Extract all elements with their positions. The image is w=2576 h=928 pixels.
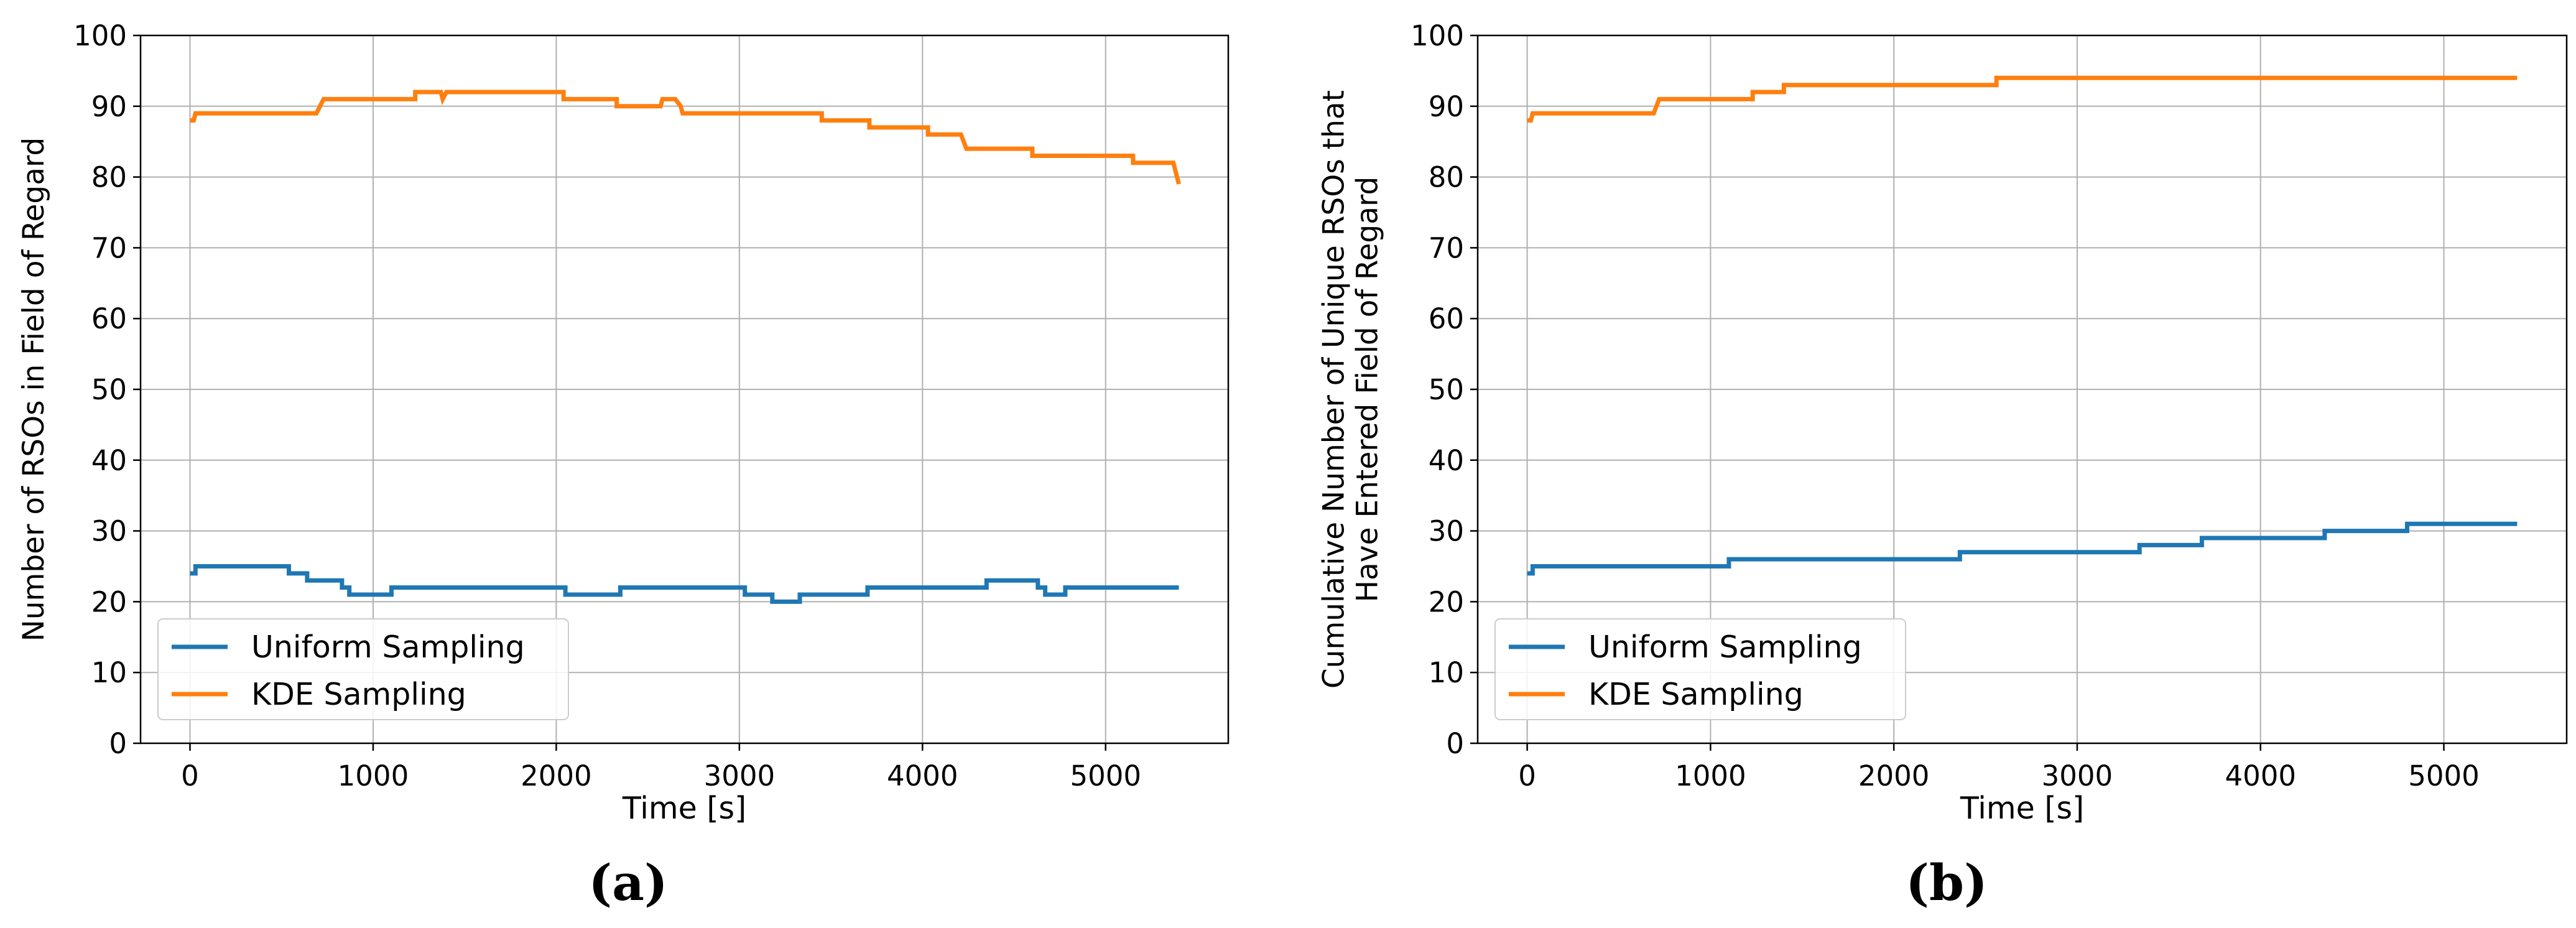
chart-panel-a: 0 1000 2000 3000 4000 5000 0 10 20 30 40 50 60 70 80 90… (17, 19, 1230, 826)
x-tick-label: 5000 (1070, 759, 1141, 792)
y-tick-label: 40 (1429, 444, 1464, 477)
y-tick-label: 90 (91, 90, 127, 123)
y-tick-label: 70 (1429, 231, 1464, 264)
y-tick-label: 50 (1429, 373, 1464, 406)
x-axis-label: Time [s] (1960, 791, 2084, 826)
x-tick-label: 1000 (338, 759, 409, 792)
y-axis-label: Number of RSOs in Field of Regard (17, 137, 51, 642)
y-tick-label: 40 (91, 444, 127, 477)
y-tick-label: 20 (91, 585, 127, 618)
legend-label: Uniform Sampling (1588, 629, 1862, 665)
y-tick-label: 10 (1429, 656, 1464, 689)
y-axis-label: Cumulative Number of Unique RSOs thatHav… (1317, 90, 1385, 689)
x-tick-label: 4000 (887, 759, 958, 792)
x-tick-label: 0 (181, 759, 199, 792)
legend-box (1494, 618, 1906, 720)
legend-box (157, 618, 569, 720)
legend-label: Uniform Sampling (251, 629, 525, 665)
caption-b: (b) (1906, 853, 1988, 912)
y-axis-label-line: Have Entered Field of Regard (1351, 177, 1385, 603)
x-tick-label: 3000 (704, 759, 776, 792)
y-tick-label: 80 (91, 161, 127, 194)
x-tick-label: 4000 (2225, 759, 2296, 792)
y-tick-label: 60 (1429, 302, 1464, 335)
caption-a: (a) (588, 853, 668, 912)
x-tick-label: 0 (1518, 759, 1536, 792)
x-tick-label: 2000 (521, 759, 592, 792)
series-line-uniform-sampling (190, 564, 1179, 604)
y-tick-label: 60 (91, 302, 127, 335)
y-tick-label: 0 (109, 727, 127, 760)
x-tick-label: 2000 (1858, 759, 1930, 792)
y-tick-label: 90 (1429, 90, 1464, 123)
y-tick-label: 10 (91, 656, 127, 689)
legend-label: KDE Sampling (1588, 677, 1804, 712)
chart-panel-b: 0 1000 2000 3000 4000 5000 0 10 20 30 40 50 60 70 80 90… (1317, 19, 2568, 826)
x-tick-label: 1000 (1675, 759, 1746, 792)
y-tick-label: 0 (1446, 727, 1464, 760)
series-line-kde-sampling (1527, 75, 2518, 123)
x-axis-label: Time [s] (622, 791, 746, 826)
series-line-uniform-sampling (1527, 521, 2518, 576)
y-tick-label: 50 (91, 373, 127, 406)
y-tick-label: 20 (1429, 585, 1464, 618)
series-line-kde-sampling (190, 90, 1181, 185)
y-axis-label-line: Cumulative Number of Unique RSOs that (1317, 90, 1351, 689)
y-tick-label: 80 (1429, 161, 1464, 194)
y-tick-label: 100 (1411, 19, 1464, 52)
legend-label: KDE Sampling (251, 677, 466, 712)
y-tick-label: 30 (1429, 515, 1464, 548)
y-tick-label: 30 (91, 515, 127, 548)
x-tick-label: 3000 (2042, 759, 2113, 792)
y-tick-label: 100 (73, 19, 127, 52)
y-tick-label: 70 (91, 231, 127, 264)
x-tick-label: 5000 (2408, 759, 2480, 792)
